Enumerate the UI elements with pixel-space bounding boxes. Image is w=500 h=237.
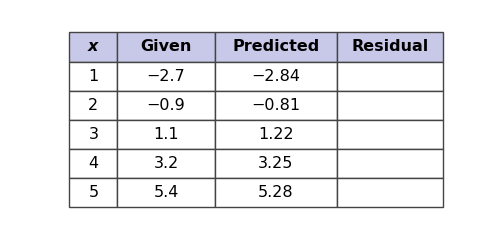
- Bar: [214, 91, 337, 120]
- Bar: [337, 62, 443, 91]
- Bar: [70, 120, 117, 149]
- Text: 1.22: 1.22: [258, 127, 294, 142]
- Text: 5.4: 5.4: [154, 185, 178, 200]
- Text: 4: 4: [88, 156, 99, 171]
- Text: Given: Given: [140, 40, 192, 55]
- Text: −0.81: −0.81: [252, 98, 300, 113]
- Text: 5.28: 5.28: [258, 185, 294, 200]
- Text: 3.25: 3.25: [258, 156, 294, 171]
- Text: 2: 2: [88, 98, 99, 113]
- Bar: [117, 32, 214, 62]
- Text: 1.1: 1.1: [153, 127, 179, 142]
- Text: 3.2: 3.2: [154, 156, 178, 171]
- Text: 5: 5: [88, 185, 99, 200]
- Text: 3: 3: [88, 127, 99, 142]
- Bar: [117, 120, 214, 149]
- Text: −0.9: −0.9: [146, 98, 186, 113]
- Text: Residual: Residual: [352, 40, 428, 55]
- Bar: [214, 120, 337, 149]
- Text: −2.7: −2.7: [146, 68, 186, 84]
- Text: 1: 1: [88, 68, 99, 84]
- Bar: [117, 149, 214, 178]
- Text: x: x: [88, 40, 99, 55]
- Bar: [214, 62, 337, 91]
- Bar: [337, 120, 443, 149]
- Text: −2.84: −2.84: [252, 68, 300, 84]
- Bar: [214, 32, 337, 62]
- Bar: [337, 149, 443, 178]
- Bar: [337, 32, 443, 62]
- Bar: [70, 149, 117, 178]
- Text: Predicted: Predicted: [232, 40, 320, 55]
- Bar: [214, 178, 337, 207]
- Bar: [117, 178, 214, 207]
- Bar: [70, 62, 117, 91]
- Bar: [117, 91, 214, 120]
- Bar: [70, 32, 117, 62]
- Bar: [337, 178, 443, 207]
- Bar: [214, 149, 337, 178]
- Bar: [117, 62, 214, 91]
- Bar: [70, 91, 117, 120]
- Bar: [337, 91, 443, 120]
- Bar: [70, 178, 117, 207]
